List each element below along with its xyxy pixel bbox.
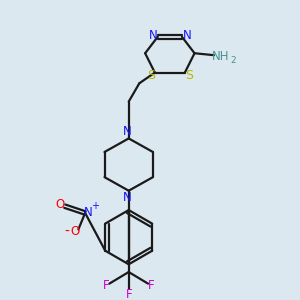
Text: NH: NH [212,50,230,63]
Text: O: O [71,225,80,238]
Text: 2: 2 [230,56,236,64]
Text: +: + [91,201,99,211]
Text: F: F [125,288,132,300]
Text: N: N [84,206,92,218]
Text: F: F [148,279,154,292]
Text: S: S [147,69,155,82]
Text: N: N [182,29,191,42]
Text: N: N [148,29,157,42]
Text: N: N [122,125,131,138]
Text: N: N [122,191,131,204]
Text: F: F [103,279,110,292]
Text: -: - [64,225,69,239]
Text: S: S [185,69,193,82]
Text: O: O [55,198,64,211]
